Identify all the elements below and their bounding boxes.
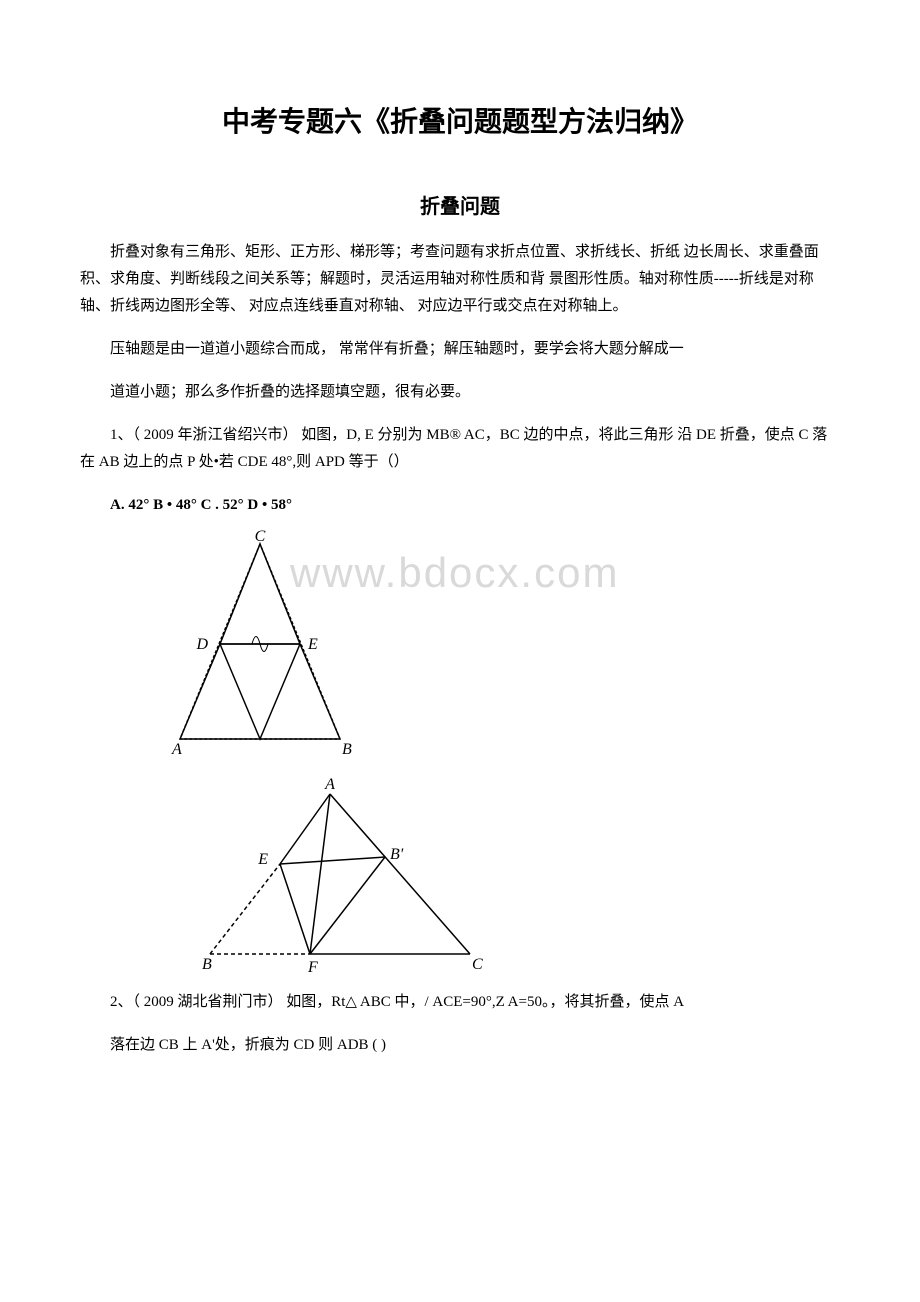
- figure-2-triangle: A B' E B F C: [190, 774, 490, 974]
- paragraph-1: 折叠对象有三角形、矩形、正方形、梯形等；考查问题有求折点位置、求折线长、折纸 边…: [80, 239, 840, 320]
- paragraph-2: 压轴题是由一道道小题综合而成， 常常伴有折叠；解压轴题时，要学会将大题分解成一: [80, 336, 840, 363]
- svg-text:B: B: [342, 741, 352, 758]
- svg-text:A: A: [171, 741, 182, 758]
- question-2: 2、（ 2009 湖北省荆门市） 如图，Rt△ ABC 中，/ ACE=90°,…: [80, 989, 840, 1016]
- paragraph-3: 道道小题；那么多作折叠的选择题填空题，很有必要。: [80, 379, 840, 406]
- svg-text:C: C: [255, 529, 266, 545]
- svg-text:C: C: [472, 956, 483, 973]
- svg-text:D: D: [195, 636, 208, 653]
- figure-1-triangle: C D E A B: [160, 529, 360, 759]
- svg-text:F: F: [307, 959, 318, 974]
- svg-text:E: E: [307, 636, 318, 653]
- figure-1-container: www.bdocx.com C D E A B: [160, 529, 840, 764]
- question-1: 1、（ 2009 年浙江省绍兴市） 如图，D, E 分别为 MB® AC，BC …: [80, 422, 840, 476]
- figure-2-container: A B' E B F C: [160, 774, 840, 979]
- svg-text:E: E: [257, 851, 268, 868]
- svg-text:B: B: [202, 956, 212, 973]
- document-title: 中考专题六《折叠问题题型方法归纳》: [80, 100, 840, 140]
- answer-options-1: A. 42° B • 48° C . 52° D • 58°: [80, 492, 840, 519]
- document-subtitle: 折叠问题: [80, 190, 840, 219]
- svg-text:B': B': [390, 846, 404, 863]
- question-2-continued: 落在边 CB 上 A'处，折痕为 CD 则 ADB ( ): [80, 1032, 840, 1059]
- svg-text:A: A: [324, 776, 335, 793]
